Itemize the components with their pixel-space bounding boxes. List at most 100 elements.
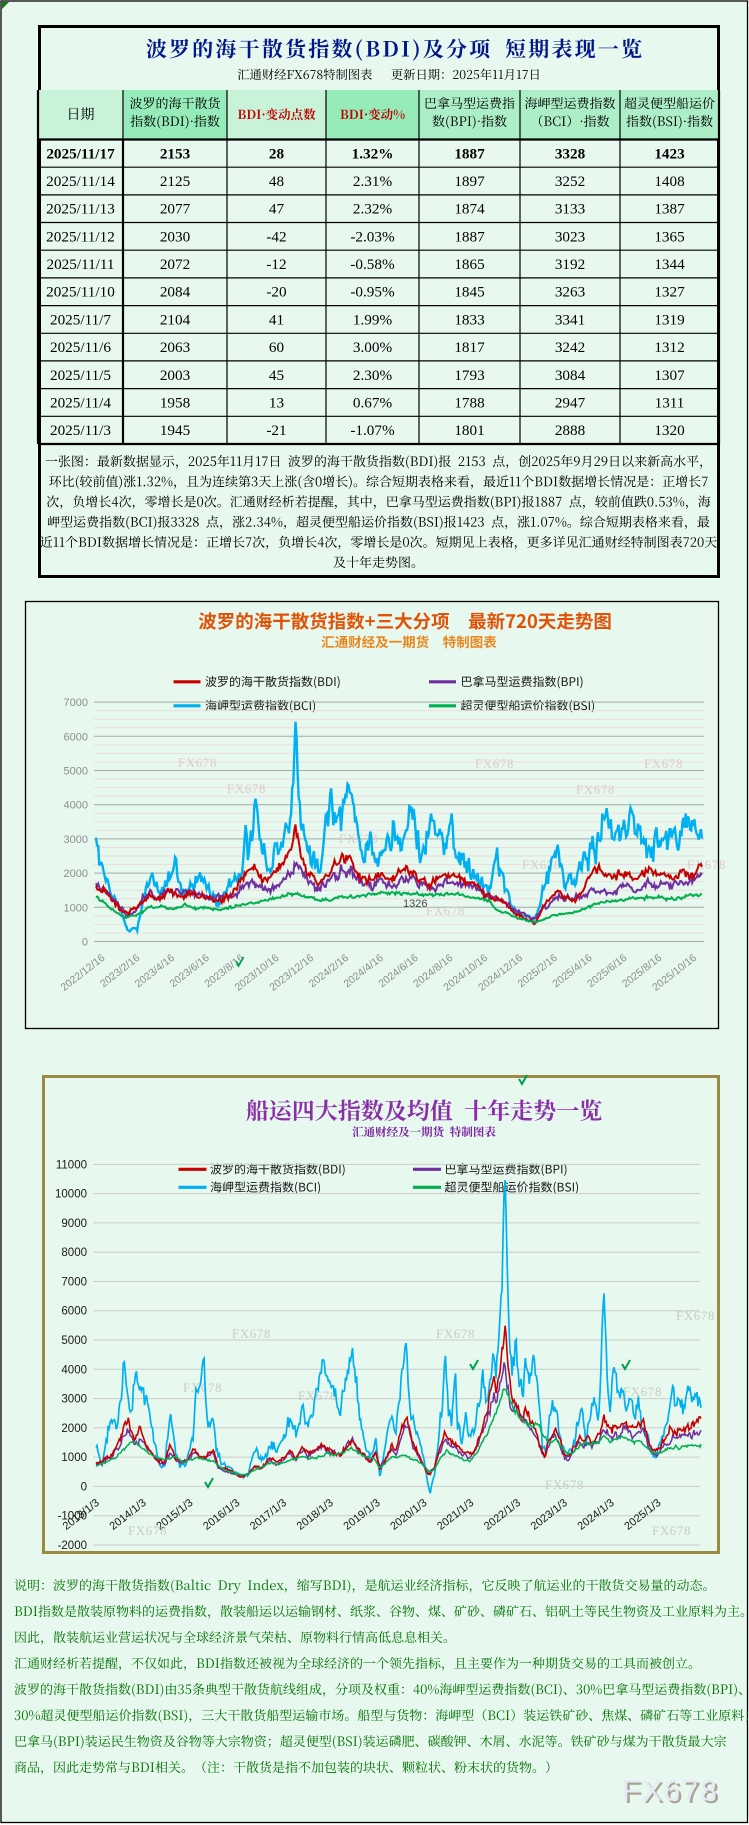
svg-text:0: 0 [81,1481,87,1493]
svg-text:2.32%: 2.32% [353,201,393,218]
svg-text:5000: 5000 [64,766,88,778]
svg-text:-12: -12 [266,256,286,273]
svg-text:FX678: FX678 [687,858,726,872]
svg-text:10000: 10000 [55,1189,87,1201]
svg-text:0: 0 [82,937,88,949]
svg-text:1307: 1307 [654,367,685,384]
svg-text:FX678: FX678 [644,757,683,771]
svg-text:2025/11/4: 2025/11/4 [50,395,111,412]
svg-text:2025/11/5: 2025/11/5 [50,367,111,384]
svg-text:2084: 2084 [160,284,191,301]
svg-text:1320: 1320 [654,422,685,439]
svg-text:3192: 3192 [555,256,585,273]
svg-text:7000: 7000 [64,697,88,709]
svg-text:-21: -21 [266,422,286,439]
svg-text:1801: 1801 [454,422,484,439]
svg-text:7000: 7000 [61,1277,87,1289]
svg-text:3242: 3242 [555,339,585,356]
svg-text:2.31%: 2.31% [353,173,393,190]
svg-text:1326: 1326 [403,898,427,910]
svg-text:2025/11/17: 2025/11/17 [46,145,115,162]
svg-text:2025/11/7: 2025/11/7 [50,311,111,328]
svg-text:2025/11/13: 2025/11/13 [46,201,115,218]
svg-text:FX678: FX678 [227,782,266,796]
svg-text:1945: 1945 [160,422,190,439]
svg-text:28: 28 [269,145,285,162]
svg-text:9000: 9000 [61,1218,87,1230]
svg-text:-0.58%: -0.58% [350,256,395,273]
svg-text:1845: 1845 [454,284,484,301]
svg-text:1423: 1423 [654,145,685,162]
svg-text:FX678: FX678 [545,1478,584,1492]
svg-text:FX678: FX678 [522,858,561,872]
svg-text:1874: 1874 [454,201,485,218]
svg-text:1897: 1897 [454,173,485,190]
svg-text:6000: 6000 [61,1306,87,1318]
svg-text:FX678: FX678 [232,1327,271,1341]
svg-text:1327: 1327 [654,284,685,301]
svg-text:2063: 2063 [160,339,190,356]
svg-text:2025/11/12: 2025/11/12 [46,228,115,245]
svg-text:-42: -42 [266,228,286,245]
svg-text:11000: 11000 [56,1159,87,1171]
svg-text:2025/11/11: 2025/11/11 [46,256,114,273]
svg-text:FX678: FX678 [623,1385,662,1399]
svg-text:2025/11/3: 2025/11/3 [50,422,111,439]
svg-text:FX678: FX678 [178,756,217,770]
svg-text:FX678: FX678 [426,904,465,918]
svg-text:-2000: -2000 [58,1540,87,1552]
svg-text:0.67%: 0.67% [353,395,393,412]
svg-text:1387: 1387 [654,201,685,218]
svg-text:1887: 1887 [454,145,485,162]
svg-text:3252: 3252 [555,173,585,190]
svg-text:FX678: FX678 [576,783,615,797]
svg-text:3.00%: 3.00% [353,339,393,356]
svg-text:1833: 1833 [454,311,484,328]
svg-text:3341: 3341 [555,311,585,328]
svg-text:-1000: -1000 [58,1511,87,1523]
svg-text:-2.03%: -2.03% [350,228,395,245]
svg-text:45: 45 [269,367,284,384]
svg-text:5000: 5000 [61,1335,87,1347]
svg-text:41: 41 [269,311,284,328]
svg-text:2153: 2153 [160,145,191,162]
svg-text:1311: 1311 [655,395,685,412]
svg-text:3084: 3084 [555,367,586,384]
svg-text:2104: 2104 [160,311,191,328]
svg-text:2003: 2003 [160,367,190,384]
svg-text:2030: 2030 [160,228,191,245]
svg-text:FX678: FX678 [475,757,514,771]
svg-text:1344: 1344 [654,256,685,273]
svg-text:1817: 1817 [454,339,485,356]
svg-text:3328: 3328 [555,145,586,162]
svg-text:2077: 2077 [160,201,191,218]
svg-text:8000: 8000 [61,1247,87,1259]
svg-text:FX678: FX678 [183,1381,222,1395]
svg-text:3000: 3000 [64,834,88,846]
svg-text:3023: 3023 [555,228,585,245]
svg-text:2888: 2888 [555,422,586,439]
svg-text:1887: 1887 [454,228,485,245]
svg-text:1788: 1788 [454,395,485,412]
svg-text:2025/11/6: 2025/11/6 [50,339,111,356]
svg-text:4000: 4000 [64,800,88,812]
svg-text:2025/11/10: 2025/11/10 [46,284,115,301]
svg-text:13: 13 [269,395,284,412]
svg-text:1312: 1312 [654,339,684,356]
svg-text:2000: 2000 [61,1423,87,1435]
svg-text:1000: 1000 [61,1452,87,1464]
svg-text:1408: 1408 [654,173,685,190]
svg-text:1319: 1319 [654,311,684,328]
svg-text:3263: 3263 [555,284,585,301]
svg-text:2072: 2072 [160,256,190,273]
svg-text:1793: 1793 [454,367,484,384]
svg-text:FX678: FX678 [676,1309,715,1323]
svg-text:FX678: FX678 [436,1327,475,1341]
svg-text:FX678: FX678 [128,1524,167,1538]
svg-text:4000: 4000 [61,1364,87,1376]
svg-text:1.99%: 1.99% [353,311,393,328]
svg-text:-0.95%: -0.95% [350,284,395,301]
svg-text:1958: 1958 [160,395,191,412]
svg-text:1365: 1365 [654,228,684,245]
svg-text:FX678: FX678 [625,1777,721,1810]
